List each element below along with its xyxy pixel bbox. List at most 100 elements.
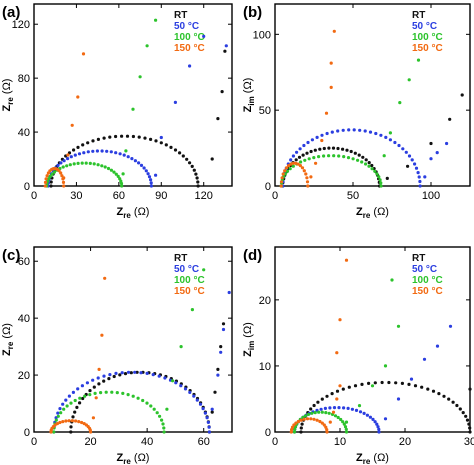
data-point [407,382,411,386]
data-point [306,184,310,188]
data-point [118,152,122,156]
data-point [313,411,317,415]
data-point [76,95,80,99]
data-point [367,164,371,168]
data-point [327,154,331,158]
data-point [123,372,128,376]
x-axis-label-main: Z [356,452,363,464]
data-point [418,184,422,188]
y-axis-label-unit: (Ω) [1,79,13,98]
data-point [375,172,379,176]
data-point [59,171,63,175]
x-tick-label: 0 [31,436,37,448]
data-point [67,394,71,398]
data-point [216,367,220,371]
data-point [418,179,422,184]
data-point [137,161,141,165]
data-point [320,397,324,401]
data-point [145,44,149,48]
x-tick-label: 10 [334,436,346,448]
data-point [43,184,47,188]
data-point [146,172,150,176]
data-point [347,385,351,389]
data-point [133,159,137,163]
data-point [292,423,296,427]
data-point [422,357,427,361]
data-point [108,135,112,139]
data-point [294,158,298,162]
y-tick-label: 0 [265,427,271,439]
data-point [291,154,295,158]
data-point [52,170,57,174]
data-point [174,381,178,385]
y-tick-label: 80 [18,73,30,85]
data-point [299,426,303,430]
data-point [373,381,377,385]
data-point [322,154,326,158]
data-point [344,420,349,424]
data-point [336,146,340,151]
data-point [144,169,148,173]
data-point [83,394,87,398]
data-point [72,148,76,152]
data-point [71,390,75,394]
data-point [451,400,455,404]
legend-entry: 100 °C [174,275,205,286]
data-point [69,425,73,429]
x-axis-label-sub: re [363,457,371,465]
data-point [65,164,69,168]
data-point [64,419,68,423]
series-150-c [43,52,86,188]
data-point [413,384,418,388]
data-point [319,407,323,411]
data-point [383,417,388,421]
data-point [410,158,414,162]
data-point [221,327,226,332]
data-point [329,85,333,89]
data-point [81,143,85,147]
data-point [89,430,93,434]
legend-entry: RT [174,10,187,21]
data-point [393,140,397,145]
data-point [48,174,52,178]
data-point [333,414,338,418]
x-axis-label-unit: (Ω) [370,452,389,464]
data-point [293,427,297,431]
x-tick-label: 60 [198,436,210,448]
data-point [221,322,226,326]
panel-label: (b) [243,4,262,21]
legend-entry: 50 °C [174,264,199,275]
data-point [151,373,155,377]
x-tick-label: 20 [84,436,96,448]
data-point [86,150,90,154]
data-point [323,406,327,410]
data-point [107,377,111,381]
data-point [62,159,66,163]
x-axis-label-sub: re [363,211,371,220]
data-point [316,400,320,404]
data-point [77,152,82,156]
data-point [149,178,153,182]
data-point [115,391,119,395]
data-point [329,61,333,65]
data-point [279,184,283,188]
series-150-c [279,29,336,188]
data-point [203,411,207,415]
data-point [360,160,364,164]
data-point [295,150,299,154]
data-point [448,324,453,328]
data-point [292,430,297,434]
data-point [352,128,356,132]
data-point [468,387,472,391]
data-point [445,141,449,146]
y-axis-label-unit: (Ω) [242,322,254,341]
series-100-c [45,18,158,188]
data-point [324,411,328,415]
data-point [373,420,377,424]
data-point [294,421,298,425]
data-point [109,150,113,154]
data-point [401,147,405,151]
x-tick-label: 40 [141,436,153,448]
data-point [284,166,289,170]
data-point [299,430,303,434]
